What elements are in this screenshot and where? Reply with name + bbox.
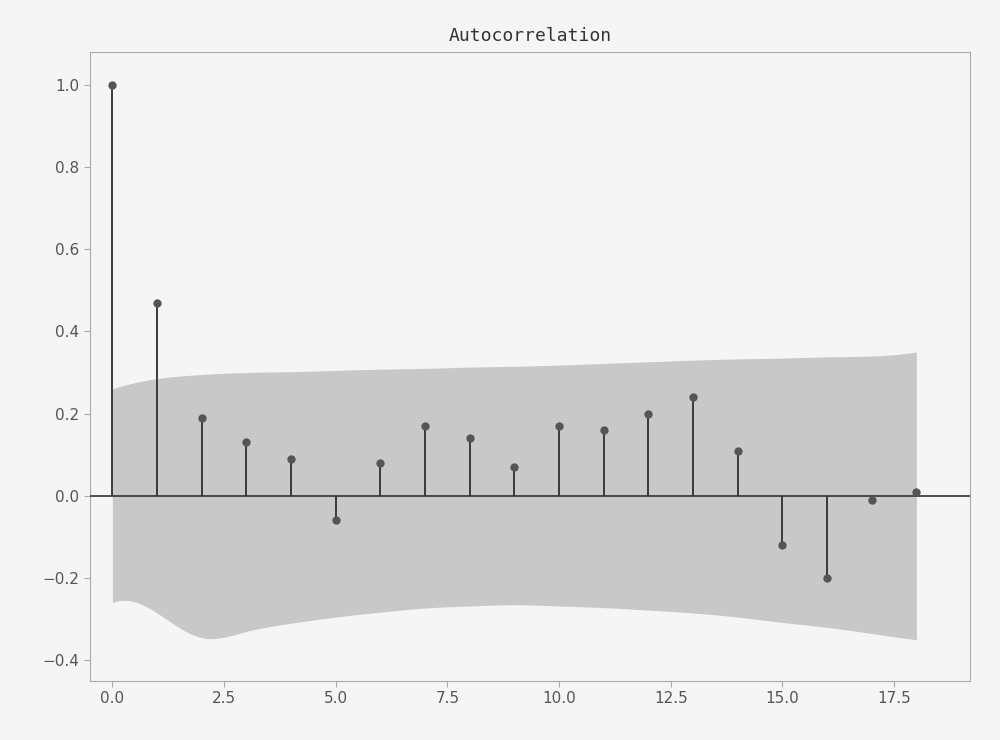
- Title: Autocorrelation: Autocorrelation: [448, 27, 612, 44]
